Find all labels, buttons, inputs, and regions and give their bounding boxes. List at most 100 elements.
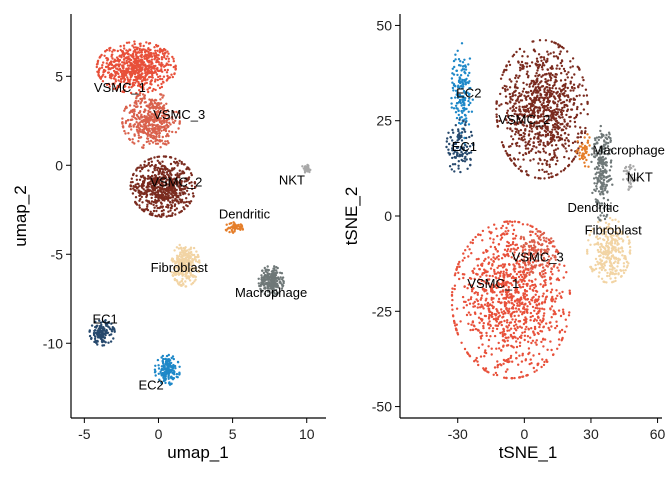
- data-point: [476, 264, 480, 267]
- data-point: [187, 253, 190, 256]
- data-point: [158, 194, 162, 197]
- data-point: [530, 124, 533, 128]
- data-point: [266, 294, 270, 297]
- data-point: [518, 133, 521, 137]
- data-point: [154, 193, 157, 197]
- data-point: [554, 312, 557, 316]
- data-point: [171, 274, 175, 278]
- data-point: [523, 113, 526, 116]
- data-point: [493, 268, 496, 272]
- data-point: [479, 283, 482, 286]
- data-point: [549, 106, 552, 109]
- data-point: [565, 99, 569, 102]
- data-point: [139, 58, 142, 61]
- data-point: [153, 80, 157, 83]
- data-point: [160, 63, 163, 66]
- data-point: [522, 81, 525, 85]
- data-point: [546, 114, 549, 118]
- data-point: [477, 316, 481, 319]
- data-point: [543, 239, 546, 242]
- data-point: [564, 78, 567, 82]
- data-point: [499, 270, 503, 273]
- data-point: [560, 108, 563, 112]
- data-point: [546, 100, 549, 104]
- data-point: [105, 329, 108, 332]
- data-point: [490, 286, 494, 290]
- data-point: [515, 106, 518, 110]
- data-point: [146, 203, 149, 206]
- data-point: [183, 207, 186, 211]
- data-point: [515, 74, 518, 77]
- data-point: [508, 100, 512, 103]
- data-point: [565, 325, 568, 328]
- data-point: [542, 231, 546, 235]
- data-point: [241, 228, 245, 231]
- data-point: [164, 183, 167, 187]
- data-point: [526, 298, 529, 301]
- data-point: [574, 155, 577, 158]
- data-point: [180, 258, 184, 262]
- data-point: [486, 302, 489, 305]
- data-point: [528, 130, 531, 133]
- data-point: [506, 232, 509, 235]
- data-point: [556, 294, 559, 297]
- data-point: [105, 322, 108, 325]
- data-point: [133, 42, 136, 46]
- data-point: [132, 66, 135, 69]
- data-point: [165, 71, 169, 74]
- data-point: [151, 74, 154, 77]
- data-point: [511, 242, 514, 246]
- data-point: [543, 64, 546, 67]
- data-point: [103, 333, 106, 336]
- data-point: [169, 209, 172, 212]
- data-point: [510, 377, 514, 380]
- data-point: [139, 86, 143, 89]
- data-point: [556, 147, 560, 150]
- data-point: [528, 240, 532, 244]
- data-point: [550, 144, 554, 147]
- data-point: [154, 198, 157, 202]
- data-point: [151, 89, 154, 93]
- data-point: [101, 80, 105, 83]
- data-point: [163, 52, 167, 55]
- data-point: [468, 302, 472, 305]
- data-point: [544, 151, 547, 154]
- data-point: [191, 259, 194, 263]
- data-point: [187, 177, 190, 181]
- data-point: [503, 84, 506, 88]
- data-point: [135, 92, 138, 95]
- data-point: [491, 274, 494, 278]
- data-point: [139, 125, 143, 128]
- data-point: [529, 358, 532, 361]
- data-point: [150, 160, 153, 163]
- data-point: [184, 260, 187, 263]
- data-point: [460, 341, 463, 344]
- data-point: [531, 230, 534, 234]
- data-point: [532, 366, 535, 370]
- data-point: [541, 358, 544, 361]
- data-point: [184, 253, 187, 257]
- data-point: [546, 245, 549, 248]
- data-point: [563, 264, 566, 267]
- data-point: [552, 51, 555, 54]
- data-point: [525, 325, 528, 329]
- data-point: [172, 364, 175, 367]
- data-point: [185, 264, 188, 267]
- data-point: [488, 320, 491, 323]
- data-point: [517, 255, 520, 258]
- data-point: [491, 283, 494, 287]
- data-point: [481, 229, 485, 233]
- data-point: [160, 122, 163, 126]
- data-point: [156, 66, 159, 70]
- data-point: [543, 87, 547, 90]
- data-point: [522, 270, 525, 273]
- data-point: [107, 82, 111, 86]
- data-point: [157, 170, 160, 174]
- data-point: [178, 211, 181, 214]
- data-point: [239, 225, 243, 229]
- data-point: [139, 97, 142, 101]
- data-point: [178, 261, 182, 265]
- data-point: [150, 54, 153, 57]
- data-point: [538, 169, 541, 172]
